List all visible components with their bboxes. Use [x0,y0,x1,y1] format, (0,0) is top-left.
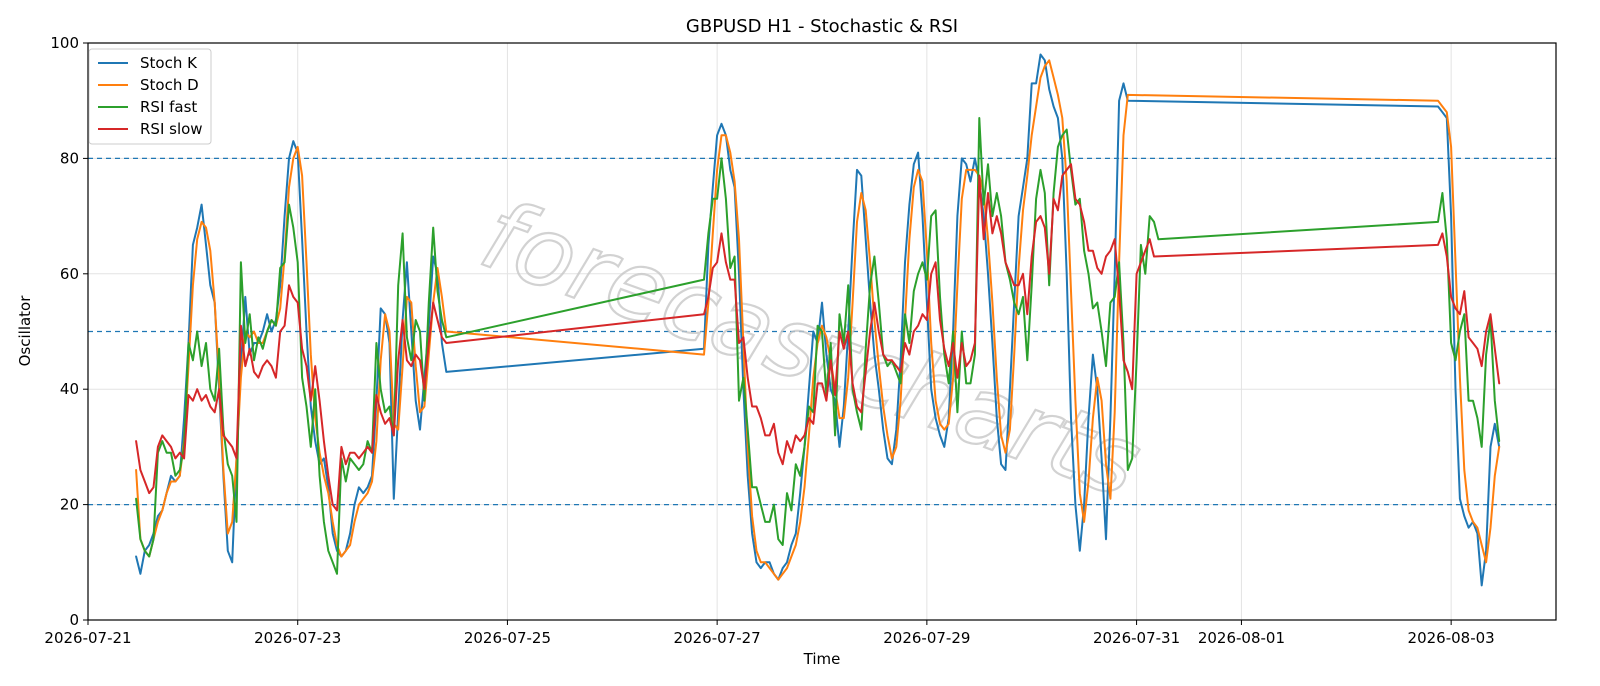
y-tick-label: 60 [60,265,79,283]
y-tick-label: 80 [60,149,79,167]
legend-label: Stoch K [140,54,198,72]
legend-item: Stoch K [98,54,198,72]
y-axis-label: Oscillator [16,295,34,367]
legend-label: RSI fast [140,98,197,116]
y-tick-label: 40 [60,380,79,398]
x-axis-label: Time [803,650,841,668]
y-tick-label: 100 [50,34,79,52]
legend-item: RSI slow [98,120,203,138]
x-ticks: 2026-07-21 2026-07-23 2026-07-25 2026-07-27… [44,620,1495,647]
chart-title: GBPUSD H1 - Stochastic & RSI [686,16,958,37]
y-tick-label: 0 [69,611,79,629]
x-tick-label: 2026-07-23 [254,629,341,647]
legend-label: RSI slow [140,120,203,138]
legend: Stoch K Stoch D RSI fast RSI slow [88,48,212,145]
plot-frame [87,42,1557,621]
x-tick-label: 2026-07-25 [464,629,551,647]
x-tick-label: 2026-08-01 [1198,629,1285,647]
legend-box [88,48,212,145]
y-ticks: 0 20 40 60 80 100 [50,34,88,629]
x-tick-label: 2026-07-27 [674,629,761,647]
x-tick-label: 2026-07-29 [883,629,970,647]
x-tick-label: 2026-07-31 [1093,629,1180,647]
legend-label: Stoch D [140,76,199,94]
x-tick-label: 2026-08-03 [1408,629,1495,647]
series-line-rsi-slow [135,163,1501,512]
y-tick-label: 20 [60,496,79,514]
legend-item: RSI fast [98,98,197,116]
x-tick-label: 2026-07-21 [44,629,131,647]
series-lines [135,53,1501,587]
legend-item: Stoch D [98,76,199,94]
